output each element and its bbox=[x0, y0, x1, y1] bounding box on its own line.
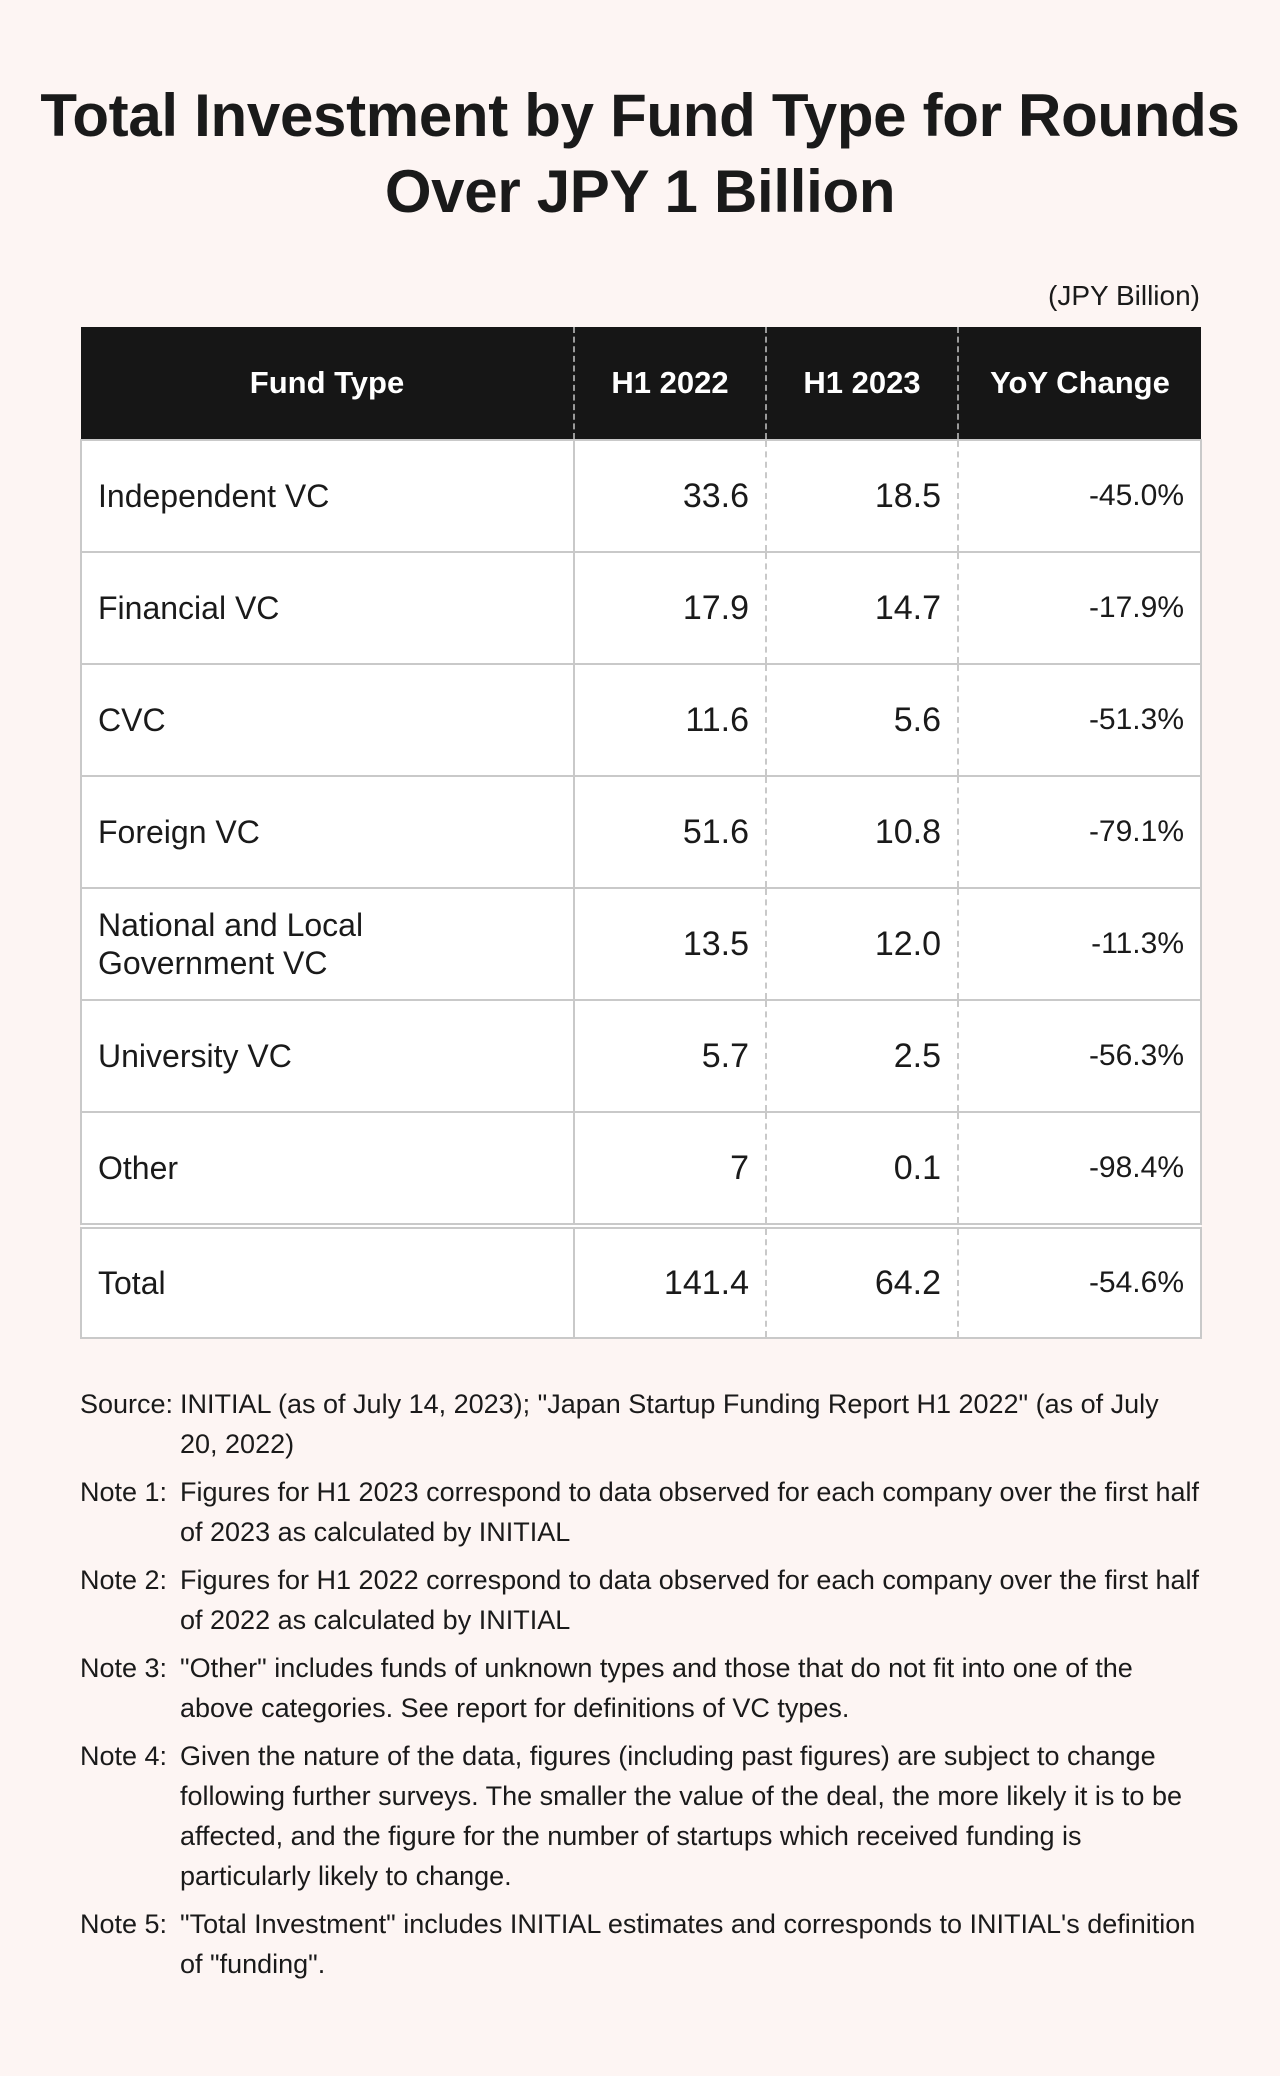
note-5: Note 5: "Total Investment" includes INIT… bbox=[80, 1904, 1200, 1984]
row-h1-2022: 11.6 bbox=[574, 663, 766, 776]
note-text: Given the nature of the data, figures (i… bbox=[180, 1741, 1182, 1891]
row-h1-2022: 13.5 bbox=[574, 887, 766, 1000]
table-row: Independent VC 33.6 18.5 -45.0% bbox=[80, 439, 1202, 552]
note-key: Note 3: bbox=[80, 1653, 168, 1683]
row-fund-type: Financial VC bbox=[80, 551, 575, 664]
note-text: Figures for H1 2023 correspond to data o… bbox=[180, 1477, 1200, 1547]
row-yoy-change: -51.3% bbox=[957, 663, 1202, 776]
table-row: Foreign VC 51.6 10.8 -79.1% bbox=[80, 775, 1202, 888]
header-h1-2023: H1 2023 bbox=[765, 327, 958, 440]
row-fund-type: CVC bbox=[80, 663, 575, 776]
header-fund-type: Fund Type bbox=[81, 327, 574, 440]
row-fund-type: Other bbox=[80, 1111, 575, 1226]
row-yoy-change: -56.3% bbox=[957, 999, 1202, 1112]
row-yoy-change: -45.0% bbox=[957, 439, 1202, 552]
unit-label: (JPY Billion) bbox=[1048, 280, 1200, 311]
total-h1-2023: 64.2 bbox=[765, 1223, 958, 1339]
row-yoy-change: -17.9% bbox=[957, 551, 1202, 664]
table-header: Fund Type H1 2022 H1 2023 YoY Change bbox=[81, 327, 1201, 440]
note-2: Note 2: Figures for H1 2022 correspond t… bbox=[80, 1560, 1200, 1640]
total-yoy-change: -54.6% bbox=[957, 1223, 1202, 1339]
row-h1-2023: 0.1 bbox=[765, 1111, 958, 1226]
total-h1-2022: 141.4 bbox=[574, 1223, 766, 1339]
row-h1-2022: 5.7 bbox=[574, 999, 766, 1112]
row-h1-2023: 14.7 bbox=[765, 551, 958, 664]
note-text: "Total Investment" includes INITIAL esti… bbox=[180, 1909, 1196, 1979]
row-h1-2023: 12.0 bbox=[765, 887, 958, 1000]
note-text: Figures for H1 2022 correspond to data o… bbox=[180, 1565, 1200, 1635]
row-h1-2023: 2.5 bbox=[765, 999, 958, 1112]
note-4: Note 4: Given the nature of the data, fi… bbox=[80, 1736, 1200, 1896]
note-text: "Other" includes funds of unknown types … bbox=[180, 1653, 1133, 1723]
total-label: Total bbox=[80, 1223, 575, 1339]
notes-section: Source: INITIAL (as of July 14, 2023); "… bbox=[80, 1384, 1200, 1992]
investment-table: Fund Type H1 2022 H1 2023 YoY Change Ind… bbox=[80, 327, 1202, 1339]
row-fund-type: National and Local Government VC bbox=[80, 887, 575, 1000]
row-yoy-change: -98.4% bbox=[957, 1111, 1202, 1226]
note-source: Source: INITIAL (as of July 14, 2023); "… bbox=[80, 1384, 1200, 1464]
table-row: University VC 5.7 2.5 -56.3% bbox=[80, 999, 1202, 1112]
note-text: INITIAL (as of July 14, 2023); "Japan St… bbox=[180, 1389, 1159, 1459]
row-h1-2022: 33.6 bbox=[574, 439, 766, 552]
note-1: Note 1: Figures for H1 2023 correspond t… bbox=[80, 1472, 1200, 1552]
header-h1-2022: H1 2022 bbox=[573, 327, 766, 440]
row-fund-type: University VC bbox=[80, 999, 575, 1112]
row-yoy-change: -79.1% bbox=[957, 775, 1202, 888]
row-yoy-change: -11.3% bbox=[957, 887, 1202, 1000]
table-row: Financial VC 17.9 14.7 -17.9% bbox=[80, 551, 1202, 664]
note-key: Note 2: bbox=[80, 1565, 168, 1595]
row-h1-2022: 17.9 bbox=[574, 551, 766, 664]
header-yoy-change: YoY Change bbox=[957, 327, 1201, 440]
chart-title: Total Investment by Fund Type for Rounds… bbox=[40, 82, 1240, 225]
row-h1-2022: 51.6 bbox=[574, 775, 766, 888]
note-key: Note 4: bbox=[80, 1741, 168, 1771]
table-row: Other 7 0.1 -98.4% bbox=[80, 1111, 1202, 1226]
note-key: Note 5: bbox=[80, 1909, 168, 1939]
row-h1-2023: 10.8 bbox=[765, 775, 958, 888]
row-h1-2023: 5.6 bbox=[765, 663, 958, 776]
table-row: CVC 11.6 5.6 -51.3% bbox=[80, 663, 1202, 776]
note-key: Source: bbox=[80, 1389, 174, 1419]
row-h1-2023: 18.5 bbox=[765, 439, 958, 552]
table-row: National and Local Government VC 13.5 12… bbox=[80, 887, 1202, 1000]
row-fund-type: Independent VC bbox=[80, 439, 575, 552]
note-key: Note 1: bbox=[80, 1477, 168, 1507]
row-h1-2022: 7 bbox=[574, 1111, 766, 1226]
total-row: Total 141.4 64.2 -54.6% bbox=[80, 1223, 1202, 1339]
row-fund-type: Foreign VC bbox=[80, 775, 575, 888]
note-3: Note 3: "Other" includes funds of unknow… bbox=[80, 1648, 1200, 1728]
